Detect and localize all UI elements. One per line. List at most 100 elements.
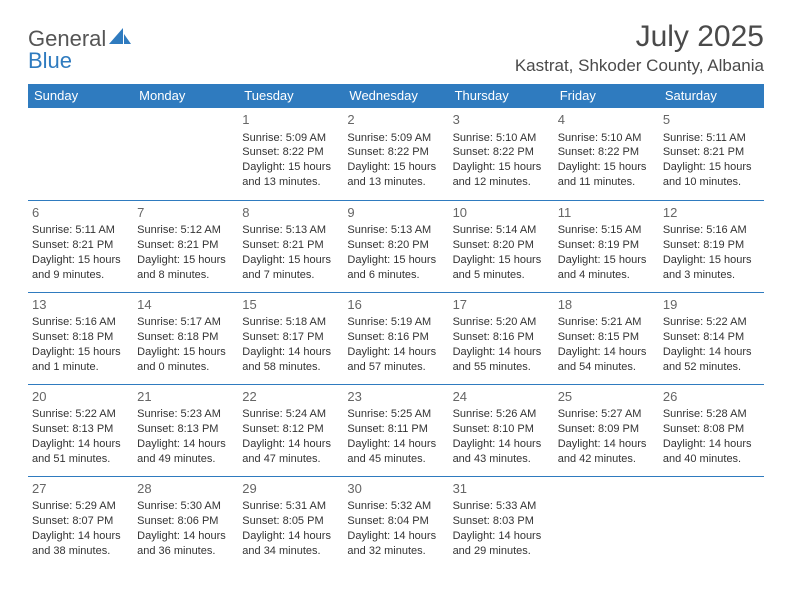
brand-text: General Blue	[28, 26, 131, 72]
day-number: 30	[347, 480, 444, 498]
sunset-line: Sunset: 8:16 PM	[347, 330, 444, 345]
calendar-cell: 26Sunrise: 5:28 AMSunset: 8:08 PMDayligh…	[659, 384, 764, 476]
day-number: 12	[663, 204, 760, 222]
calendar-cell: 8Sunrise: 5:13 AMSunset: 8:21 PMDaylight…	[238, 200, 343, 292]
sunrise-line: Sunrise: 5:17 AM	[137, 315, 234, 330]
calendar-cell: 11Sunrise: 5:15 AMSunset: 8:19 PMDayligh…	[554, 200, 659, 292]
calendar-cell: 15Sunrise: 5:18 AMSunset: 8:17 PMDayligh…	[238, 292, 343, 384]
daylight-line: Daylight: 14 hours and 38 minutes.	[32, 529, 129, 559]
daylight-line: Daylight: 14 hours and 45 minutes.	[347, 437, 444, 467]
brand-word2: Blue	[28, 48, 72, 73]
sunrise-line: Sunrise: 5:14 AM	[453, 223, 550, 238]
sunset-line: Sunset: 8:10 PM	[453, 422, 550, 437]
calendar-row: 1Sunrise: 5:09 AMSunset: 8:22 PMDaylight…	[28, 108, 764, 200]
month-title: July 2025	[515, 20, 764, 54]
sunset-line: Sunset: 8:19 PM	[663, 238, 760, 253]
day-number: 13	[32, 296, 129, 314]
calendar-page: General Blue July 2025 Kastrat, Shkoder …	[0, 0, 792, 578]
sunset-line: Sunset: 8:13 PM	[32, 422, 129, 437]
calendar-cell: 23Sunrise: 5:25 AMSunset: 8:11 PMDayligh…	[343, 384, 448, 476]
day-number: 26	[663, 388, 760, 406]
sunrise-line: Sunrise: 5:19 AM	[347, 315, 444, 330]
daylight-line: Daylight: 15 hours and 5 minutes.	[453, 253, 550, 283]
day-number: 20	[32, 388, 129, 406]
calendar-cell: 21Sunrise: 5:23 AMSunset: 8:13 PMDayligh…	[133, 384, 238, 476]
sunset-line: Sunset: 8:08 PM	[663, 422, 760, 437]
day-number: 8	[242, 204, 339, 222]
calendar-cell: 16Sunrise: 5:19 AMSunset: 8:16 PMDayligh…	[343, 292, 448, 384]
calendar-cell: 18Sunrise: 5:21 AMSunset: 8:15 PMDayligh…	[554, 292, 659, 384]
daylight-line: Daylight: 15 hours and 9 minutes.	[32, 253, 129, 283]
calendar-head: SundayMondayTuesdayWednesdayThursdayFrid…	[28, 84, 764, 108]
calendar-cell	[554, 476, 659, 568]
daylight-line: Daylight: 15 hours and 12 minutes.	[453, 160, 550, 190]
sunset-line: Sunset: 8:20 PM	[347, 238, 444, 253]
calendar-row: 27Sunrise: 5:29 AMSunset: 8:07 PMDayligh…	[28, 476, 764, 568]
calendar-table: SundayMondayTuesdayWednesdayThursdayFrid…	[28, 84, 764, 568]
sunrise-line: Sunrise: 5:20 AM	[453, 315, 550, 330]
daylight-line: Daylight: 14 hours and 51 minutes.	[32, 437, 129, 467]
calendar-cell	[28, 108, 133, 200]
calendar-cell: 19Sunrise: 5:22 AMSunset: 8:14 PMDayligh…	[659, 292, 764, 384]
sunrise-line: Sunrise: 5:09 AM	[347, 131, 444, 146]
day-number: 24	[453, 388, 550, 406]
day-number: 25	[558, 388, 655, 406]
day-number: 22	[242, 388, 339, 406]
sunrise-line: Sunrise: 5:22 AM	[32, 407, 129, 422]
calendar-cell: 9Sunrise: 5:13 AMSunset: 8:20 PMDaylight…	[343, 200, 448, 292]
daylight-line: Daylight: 15 hours and 8 minutes.	[137, 253, 234, 283]
daylight-line: Daylight: 14 hours and 34 minutes.	[242, 529, 339, 559]
sunset-line: Sunset: 8:22 PM	[558, 145, 655, 160]
sunset-line: Sunset: 8:11 PM	[347, 422, 444, 437]
calendar-row: 20Sunrise: 5:22 AMSunset: 8:13 PMDayligh…	[28, 384, 764, 476]
sunset-line: Sunset: 8:14 PM	[663, 330, 760, 345]
daylight-line: Daylight: 15 hours and 3 minutes.	[663, 253, 760, 283]
day-number: 14	[137, 296, 234, 314]
sunset-line: Sunset: 8:21 PM	[663, 145, 760, 160]
sunrise-line: Sunrise: 5:10 AM	[558, 131, 655, 146]
sunrise-line: Sunrise: 5:13 AM	[347, 223, 444, 238]
sunset-line: Sunset: 8:05 PM	[242, 514, 339, 529]
calendar-cell: 29Sunrise: 5:31 AMSunset: 8:05 PMDayligh…	[238, 476, 343, 568]
sunset-line: Sunset: 8:22 PM	[242, 145, 339, 160]
daylight-line: Daylight: 14 hours and 54 minutes.	[558, 345, 655, 375]
daylight-line: Daylight: 14 hours and 57 minutes.	[347, 345, 444, 375]
calendar-cell: 14Sunrise: 5:17 AMSunset: 8:18 PMDayligh…	[133, 292, 238, 384]
sunrise-line: Sunrise: 5:10 AM	[453, 131, 550, 146]
sunset-line: Sunset: 8:17 PM	[242, 330, 339, 345]
daylight-line: Daylight: 15 hours and 13 minutes.	[347, 160, 444, 190]
calendar-cell: 6Sunrise: 5:11 AMSunset: 8:21 PMDaylight…	[28, 200, 133, 292]
day-number: 29	[242, 480, 339, 498]
sunrise-line: Sunrise: 5:31 AM	[242, 499, 339, 514]
day-number: 7	[137, 204, 234, 222]
sunrise-line: Sunrise: 5:21 AM	[558, 315, 655, 330]
daylight-line: Daylight: 14 hours and 42 minutes.	[558, 437, 655, 467]
sunset-line: Sunset: 8:22 PM	[453, 145, 550, 160]
daylight-line: Daylight: 15 hours and 10 minutes.	[663, 160, 760, 190]
calendar-cell: 5Sunrise: 5:11 AMSunset: 8:21 PMDaylight…	[659, 108, 764, 200]
calendar-cell: 28Sunrise: 5:30 AMSunset: 8:06 PMDayligh…	[133, 476, 238, 568]
calendar-cell: 27Sunrise: 5:29 AMSunset: 8:07 PMDayligh…	[28, 476, 133, 568]
sunrise-line: Sunrise: 5:29 AM	[32, 499, 129, 514]
daylight-line: Daylight: 14 hours and 49 minutes.	[137, 437, 234, 467]
sunrise-line: Sunrise: 5:24 AM	[242, 407, 339, 422]
sunset-line: Sunset: 8:03 PM	[453, 514, 550, 529]
calendar-cell: 24Sunrise: 5:26 AMSunset: 8:10 PMDayligh…	[449, 384, 554, 476]
sunrise-line: Sunrise: 5:15 AM	[558, 223, 655, 238]
location-label: Kastrat, Shkoder County, Albania	[515, 56, 764, 76]
sunset-line: Sunset: 8:06 PM	[137, 514, 234, 529]
weekday-header: Monday	[133, 84, 238, 108]
daylight-line: Daylight: 15 hours and 13 minutes.	[242, 160, 339, 190]
sunset-line: Sunset: 8:12 PM	[242, 422, 339, 437]
daylight-line: Daylight: 14 hours and 55 minutes.	[453, 345, 550, 375]
daylight-line: Daylight: 15 hours and 7 minutes.	[242, 253, 339, 283]
sunset-line: Sunset: 8:13 PM	[137, 422, 234, 437]
sunrise-line: Sunrise: 5:11 AM	[663, 131, 760, 146]
day-number: 4	[558, 111, 655, 129]
daylight-line: Daylight: 14 hours and 47 minutes.	[242, 437, 339, 467]
daylight-line: Daylight: 14 hours and 58 minutes.	[242, 345, 339, 375]
day-number: 11	[558, 204, 655, 222]
weekday-header: Wednesday	[343, 84, 448, 108]
daylight-line: Daylight: 14 hours and 43 minutes.	[453, 437, 550, 467]
sunrise-line: Sunrise: 5:18 AM	[242, 315, 339, 330]
